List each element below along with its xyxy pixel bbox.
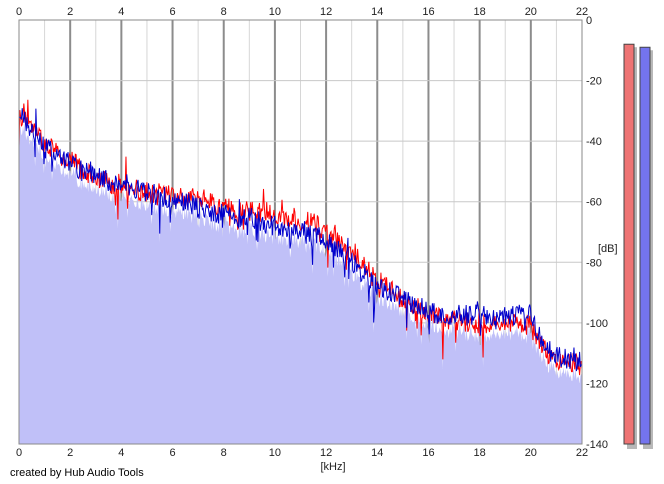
x-tick-label: 6	[169, 447, 175, 459]
x-tick-label: 22	[576, 447, 588, 459]
series-layer	[18, 99, 583, 376]
y-tick-label: -80	[586, 257, 602, 269]
x-tick-label: 16	[422, 447, 434, 459]
x-tick-labels-bottom: 0 2 4 6 8 10 12 14 16 18 20 22	[16, 447, 588, 459]
x-tick-label: 20	[525, 447, 537, 459]
y-tick-label: -120	[586, 378, 608, 390]
x-tick-label: 22	[576, 6, 588, 18]
x-tick-label: 14	[371, 447, 383, 459]
x-tick-label: 8	[221, 6, 227, 18]
series-line-left	[18, 99, 583, 376]
x-tick-label: 10	[269, 447, 281, 459]
x-tick-label: 12	[320, 447, 332, 459]
x-tick-label: 2	[67, 447, 73, 459]
x-tick-label: 18	[474, 447, 486, 459]
y-tick-label: -20	[586, 76, 602, 88]
x-tick-label: 4	[118, 447, 124, 459]
x-tick-label: 8	[221, 447, 227, 459]
x-tick-label: 2	[67, 6, 73, 18]
x-tick-label: 18	[474, 6, 486, 18]
level-meter-right	[639, 46, 651, 445]
spectrum-fill	[19, 122, 582, 445]
plot-frame	[18, 19, 583, 445]
x-tick-labels-top: 0 2 4 6 8 10 12 14 16 18 20 22	[16, 6, 588, 18]
y-tick-label: -60	[586, 197, 602, 209]
x-tick-label: 16	[422, 6, 434, 18]
level-meter-left	[623, 43, 635, 445]
x-tick-label: 6	[169, 6, 175, 18]
x-tick-label: 0	[16, 447, 22, 459]
x-tick-label: 14	[371, 6, 383, 18]
series-line-right	[18, 108, 583, 372]
y-axis-label: [dB]	[598, 243, 618, 255]
level-meters	[623, 43, 653, 449]
y-tick-label: -40	[586, 136, 602, 148]
x-axis-label: [kHz]	[320, 461, 345, 473]
y-tick-label: -140	[586, 439, 608, 451]
x-tick-label: 10	[269, 6, 281, 18]
x-tick-label: 12	[320, 6, 332, 18]
y-tick-labels: 0 -20 -40 -60 -80 -100 -120 -140	[586, 15, 608, 451]
credit-text: created by Hub Audio Tools	[10, 467, 144, 479]
x-tick-label: 20	[525, 6, 537, 18]
y-tick-label: -100	[586, 318, 608, 330]
y-tick-label: 0	[586, 15, 592, 27]
x-tick-label: 0	[16, 6, 22, 18]
x-tick-label: 4	[118, 6, 124, 18]
spectrum-fill-layer	[19, 122, 582, 445]
